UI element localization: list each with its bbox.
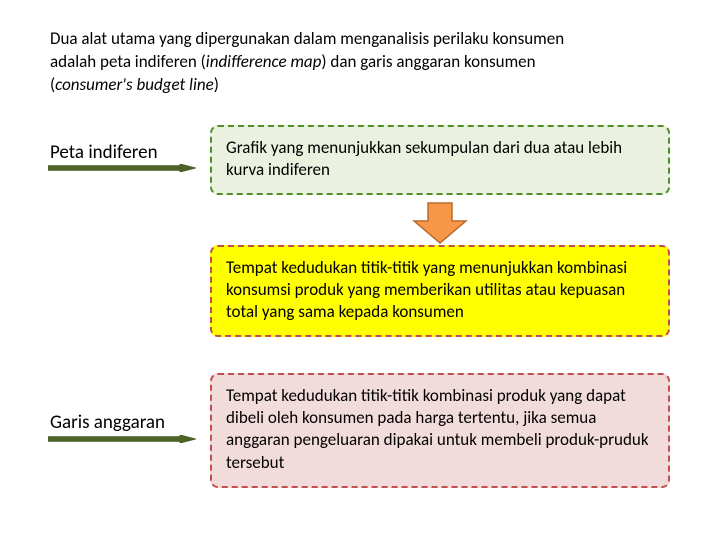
label-peta-wrap: Peta indiferen — [50, 142, 210, 179]
right-arrow-icon — [48, 164, 196, 172]
row-peta-indiferen: Peta indiferen Grafik yang menunjukkan s… — [50, 125, 670, 195]
intro-line3b: consumer's budget line — [55, 74, 214, 95]
box-pink: Tempat kedudukan titik-titik kombinasi p… — [210, 373, 670, 487]
intro-line2b: indifference map — [206, 51, 322, 72]
box-green: Grafik yang menunjukkan sekumpulan dari … — [210, 125, 670, 195]
row-yellow: Tempat kedudukan titik-titik yang menunj… — [50, 245, 670, 337]
intro-paragraph: Dua alat utama yang dipergunakan dalam m… — [50, 28, 670, 97]
label-peta: Peta indiferen — [50, 142, 210, 165]
intro-line2a: adalah peta indiferen ( — [50, 51, 206, 72]
right-arrow-icon — [48, 435, 196, 443]
down-arrow-icon — [412, 201, 468, 245]
intro-line3c: ) — [214, 74, 219, 95]
label-garis: Garis anggaran — [50, 412, 210, 435]
box-green-text: Grafik yang menunjukkan sekumpulan dari … — [226, 137, 622, 180]
box-yellow: Tempat kedudukan titik-titik yang menunj… — [210, 245, 670, 337]
intro-line1: Dua alat utama yang dipergunakan dalam m… — [50, 28, 564, 49]
box-yellow-text: Tempat kedudukan titik-titik yang menunj… — [226, 257, 627, 322]
down-arrow-wrap — [50, 201, 670, 245]
intro-line2c: ) dan garis anggaran konsumen — [321, 51, 535, 72]
row-garis-anggaran: Garis anggaran Tempat kedudukan titik-ti… — [50, 373, 670, 487]
box-pink-text: Tempat kedudukan titik-titik kombinasi p… — [226, 385, 649, 472]
label-garis-wrap: Garis anggaran — [50, 412, 210, 449]
